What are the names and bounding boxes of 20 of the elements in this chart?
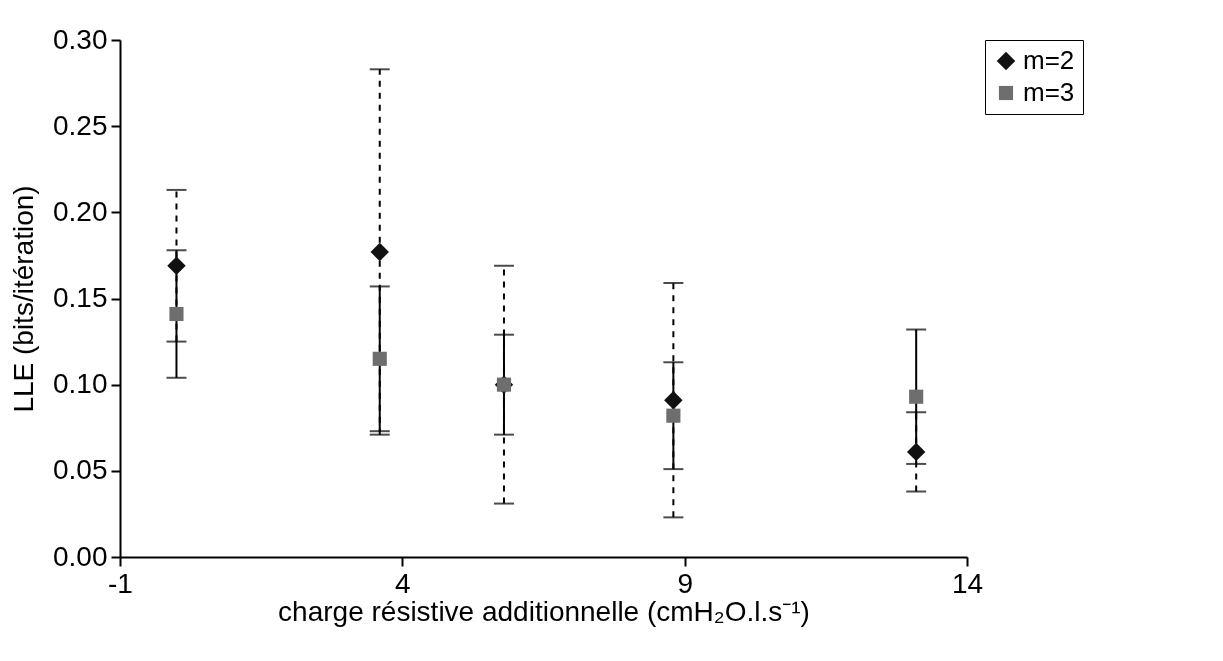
point (909, 389, 924, 404)
y-tick-label: 0.30 (53, 23, 108, 55)
point (666, 408, 681, 423)
y-tick-label: 0.05 (53, 454, 108, 486)
legend-label: m=2 (1023, 45, 1075, 75)
point (167, 256, 186, 275)
y-tick-label: 0.15 (53, 282, 108, 313)
x-tick-label: 14 (951, 567, 984, 599)
point (906, 442, 926, 462)
y-tick-label: 0.25 (53, 109, 108, 141)
y-tick-label: 0.20 (53, 195, 108, 227)
y-axis-title: LLE (bits/itération) (8, 185, 39, 413)
point (372, 351, 387, 366)
point (169, 306, 184, 322)
y-tick-label: 0.00 (53, 540, 108, 572)
y-tick-label: 0.10 (53, 368, 108, 400)
x-tick-label: -1 (108, 567, 133, 599)
legend-label: m=3 (1023, 77, 1075, 107)
point (664, 390, 683, 410)
point (370, 242, 389, 262)
